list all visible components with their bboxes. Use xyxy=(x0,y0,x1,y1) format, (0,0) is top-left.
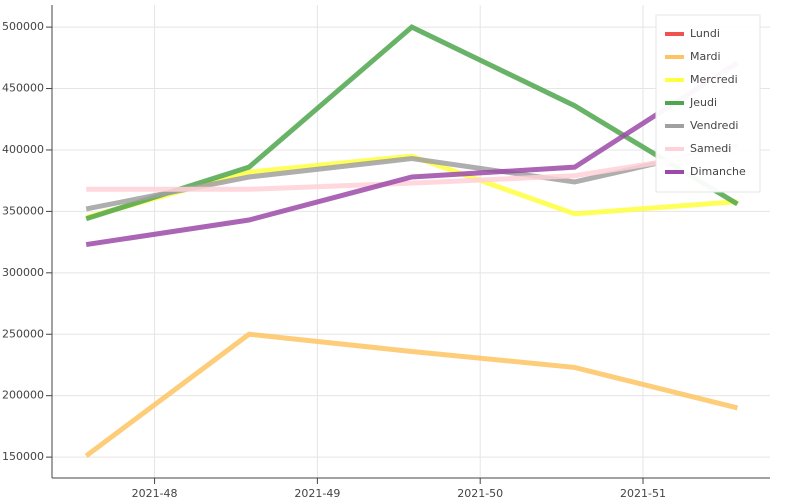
legend-label: Samedi xyxy=(690,142,731,155)
legend-label: Vendredi xyxy=(690,119,738,132)
series-line xyxy=(86,147,738,192)
y-tick-label: 500000 xyxy=(2,20,44,33)
legend-label: Dimanche xyxy=(690,165,746,178)
y-tick-label: 250000 xyxy=(2,327,44,340)
legend-label: Mardi xyxy=(690,50,721,63)
series-line xyxy=(85,24,739,222)
x-tick-label: 2021-51 xyxy=(620,487,666,500)
y-tick-label: 200000 xyxy=(2,389,44,402)
legend-label: Lundi xyxy=(690,27,720,40)
x-tick-label: 2021-48 xyxy=(132,487,178,500)
y-tick-label: 300000 xyxy=(2,266,44,279)
x-tick-label: 2021-49 xyxy=(294,487,340,500)
series-line xyxy=(85,60,739,248)
series-line xyxy=(84,331,739,458)
y-tick-label: 450000 xyxy=(2,82,44,95)
y-tick-label: 150000 xyxy=(2,450,44,463)
y-tick-label: 350000 xyxy=(2,204,44,217)
y-tick-label: 400000 xyxy=(2,143,44,156)
legend-label: Jeudi xyxy=(689,96,717,109)
legend-label: Mercredi xyxy=(690,73,738,86)
x-tick-label: 2021-50 xyxy=(457,487,503,500)
